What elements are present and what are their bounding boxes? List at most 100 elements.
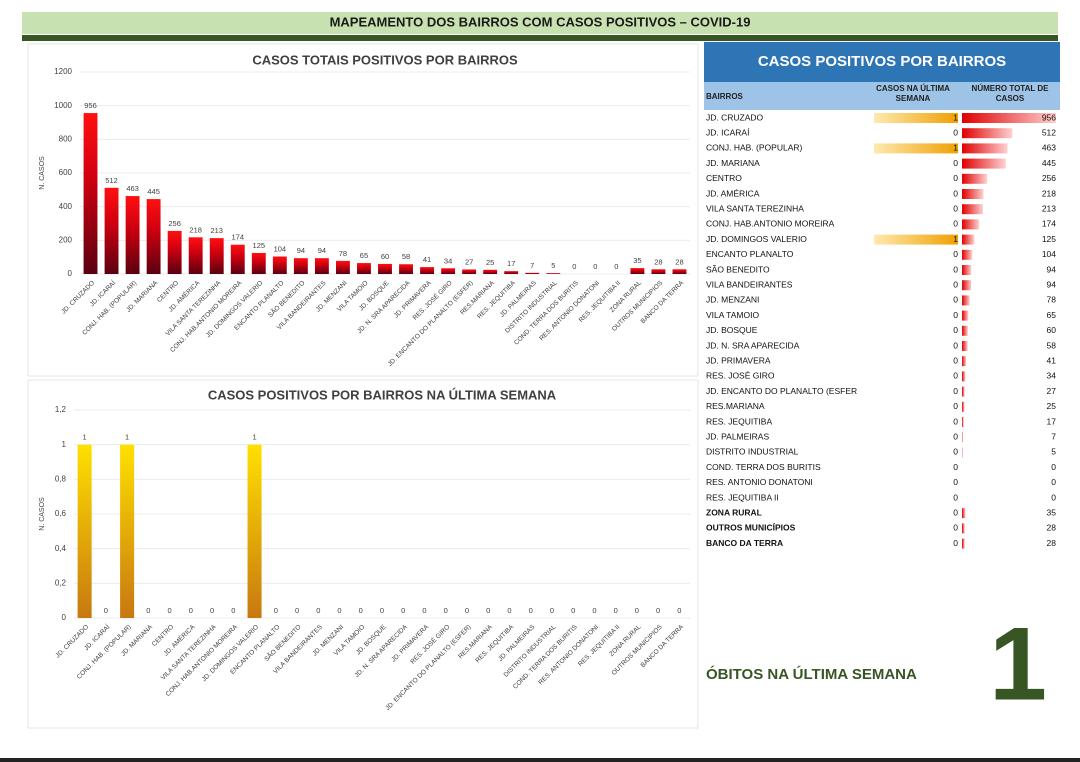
data-label: 213 [210, 226, 223, 235]
total-bar [962, 523, 965, 534]
total-bar [962, 432, 963, 443]
row-name: JD. PALMEIRAS [706, 431, 769, 441]
row-name: CONJ. HAB.ANTONIO MOREIRA [706, 219, 835, 229]
week-bar [874, 143, 958, 154]
y-tick-label: 1 [62, 440, 67, 449]
data-label: 0 [422, 606, 426, 615]
bar [146, 199, 161, 274]
week-value: 0 [953, 249, 958, 259]
y-tick-label: 0,8 [55, 474, 67, 483]
week-value: 0 [953, 127, 958, 137]
column-header: CASOS NA ÚLTIMA SEMANA [876, 84, 950, 103]
row-name: VILA SANTA TEREZINHA [706, 203, 804, 213]
total-value: 956 [1042, 112, 1056, 122]
total-value: 218 [1042, 188, 1056, 198]
table-header-band [704, 82, 1060, 110]
data-label: 0 [571, 606, 575, 615]
data-label: 0 [316, 606, 320, 615]
week-value: 0 [953, 310, 958, 320]
data-label: 0 [572, 262, 576, 271]
total-bar [962, 386, 965, 397]
bar [77, 444, 92, 618]
column-header: NÚMERO TOTAL DE CASOS [971, 84, 1049, 103]
bar [335, 260, 350, 274]
header-band [22, 12, 1058, 34]
data-label: 0 [656, 606, 660, 615]
row-name: JD. ICARAÍ [706, 127, 750, 137]
bar [209, 238, 224, 274]
total-bar [962, 143, 1008, 154]
total-bar [962, 219, 980, 230]
data-label: 28 [675, 257, 683, 266]
bottom-rule [0, 758, 1080, 762]
total-value: 0 [1051, 492, 1056, 502]
week-value: 0 [953, 462, 958, 472]
data-label: 25 [486, 258, 494, 267]
bar [483, 269, 498, 274]
data-label: 1 [252, 433, 256, 442]
data-label: 1 [125, 433, 129, 442]
data-label: 65 [360, 251, 368, 260]
data-label: 0 [444, 606, 448, 615]
data-label: 463 [126, 184, 139, 193]
header-stripe [22, 35, 1058, 41]
total-value: 7 [1051, 431, 1056, 441]
total-value: 0 [1051, 477, 1056, 487]
data-label: 34 [444, 256, 452, 265]
week-value: 0 [953, 203, 958, 213]
data-label: 78 [339, 249, 347, 258]
row-name: SÃO BENEDITO [706, 264, 770, 274]
data-label: 60 [381, 252, 389, 261]
week-value: 0 [953, 386, 958, 396]
y-tick-label: 1000 [54, 101, 72, 110]
data-label: 28 [654, 257, 662, 266]
total-value: 25 [1047, 401, 1057, 411]
chart-title: CASOS TOTAIS POSITIVOS POR BAIRROS [252, 52, 518, 67]
week-value: 0 [953, 431, 958, 441]
week-value: 0 [953, 447, 958, 457]
total-value: 463 [1042, 143, 1056, 153]
bar [230, 244, 245, 274]
bar [104, 187, 119, 274]
total-value: 5 [1051, 447, 1056, 457]
week-value: 0 [953, 340, 958, 350]
total-value: 35 [1047, 507, 1057, 517]
total-bar [962, 128, 1013, 139]
row-name: JD. BOSQUE [706, 325, 758, 335]
y-tick-label: 400 [59, 202, 73, 211]
week-value: 0 [953, 371, 958, 381]
row-name: BANCO DA TERRA [706, 538, 783, 548]
total-value: 445 [1042, 158, 1056, 168]
y-tick-label: 1200 [54, 67, 72, 76]
total-bar [962, 280, 972, 291]
week-value: 1 [953, 234, 958, 244]
y-tick-label: 0,4 [55, 544, 67, 553]
total-bar [962, 310, 969, 321]
week-value: 0 [953, 538, 958, 548]
row-name: VILA BANDEIRANTES [706, 279, 793, 289]
data-label: 41 [423, 255, 431, 264]
total-bar [962, 249, 973, 260]
total-value: 65 [1047, 310, 1057, 320]
week-value: 1 [953, 112, 958, 122]
total-bar [962, 204, 983, 215]
bar [672, 269, 687, 274]
data-label: 956 [84, 101, 97, 110]
row-name: JD. CRUZADO [706, 112, 764, 122]
row-name: RES. JOSÉ GIRO [706, 371, 775, 381]
data-label: 0 [529, 606, 533, 615]
data-label: 1 [83, 433, 87, 442]
week-value: 0 [953, 264, 958, 274]
total-bar [962, 341, 968, 351]
data-label: 0 [359, 606, 363, 615]
row-name: RES. JEQUITIBA II [706, 492, 779, 502]
y-tick-label: 0 [62, 613, 67, 622]
total-bar [962, 113, 1056, 123]
header-title: MAPEAMENTO DOS BAIRROS COM CASOS POSITIV… [330, 14, 751, 29]
row-name: RES.MARIANA [706, 401, 765, 411]
total-value: 28 [1047, 523, 1057, 533]
data-label: 0 [401, 606, 405, 615]
y-tick-label: 200 [59, 235, 73, 244]
total-value: 27 [1047, 386, 1057, 396]
data-label: 17 [507, 259, 515, 268]
